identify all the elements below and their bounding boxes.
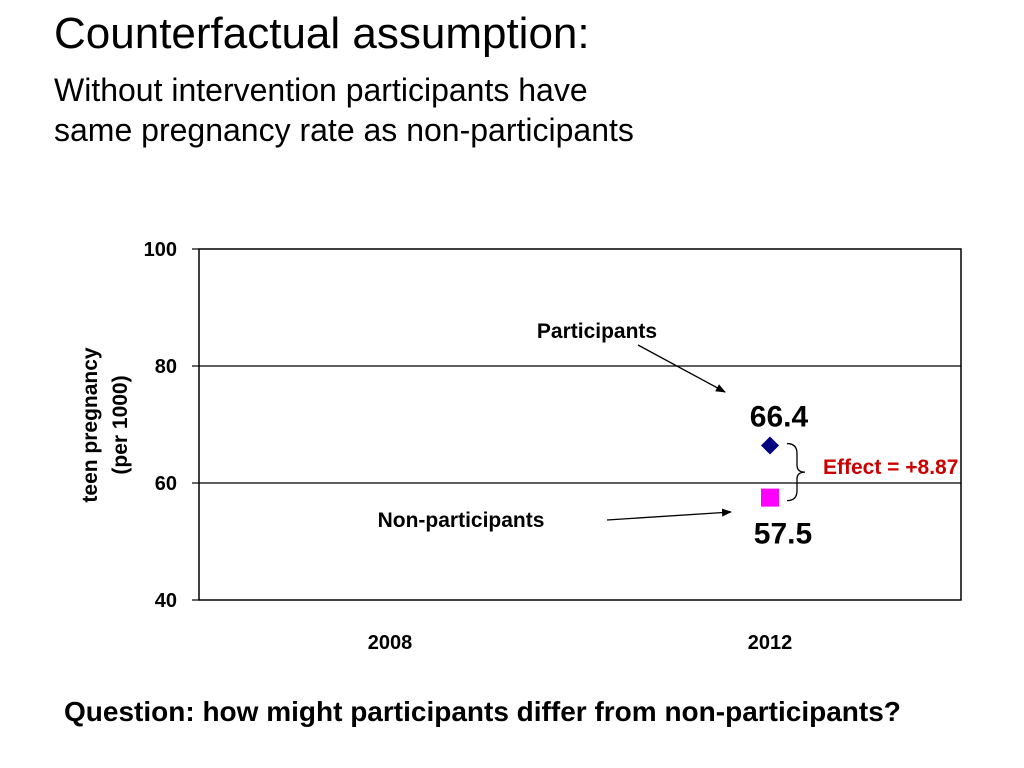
point-non-participants [761,488,779,507]
arrow-non-participants [606,508,732,521]
y-axis-ticks: 40 60 80 100 [144,239,199,612]
y-tick-label-40: 40 [155,590,177,612]
slide-subtitle: Without intervention participants have s… [54,70,634,150]
plot-area-frame [198,248,962,601]
label-participants: Participants [537,320,657,343]
point-participants [761,436,779,455]
gridlines [199,365,961,484]
y-axis-label-line-2: (per 1000) [109,375,132,474]
discussion-question: Question: how might participants differ … [64,696,901,727]
value-label-participants: 66.4 [750,401,809,434]
arrow-participants [637,344,726,393]
slide-title: Counterfactual assumption: [54,9,590,58]
subtitle-line-2: same pregnancy rate as non-participants [54,112,634,148]
chart-annotations: 66.4 57.5 Participants Non-participants Effe… [378,320,959,551]
x-axis-ticks: 2008 2012 [368,632,793,654]
value-label-non-participants: 57.5 [754,518,812,551]
y-axis-label-line-1: teen pregnancy [79,347,102,503]
x-tick-label-2012: 2012 [748,632,793,654]
y-tick-label-80: 80 [155,356,177,378]
x-tick-label-2008: 2008 [368,632,413,654]
y-tick-label-60: 60 [155,473,177,495]
subtitle-line-1: Without intervention participants have [54,72,588,108]
effect-brace [786,442,806,502]
label-non-participants: Non-participants [378,509,545,532]
y-tick-label-100: 100 [144,239,177,261]
effect-label: Effect = +8.87 [823,456,958,479]
pregnancy-rate-chart: 40 60 80 100 2008 2012 teen pregnancy (per 1… [79,239,962,654]
data-marks [761,436,779,507]
